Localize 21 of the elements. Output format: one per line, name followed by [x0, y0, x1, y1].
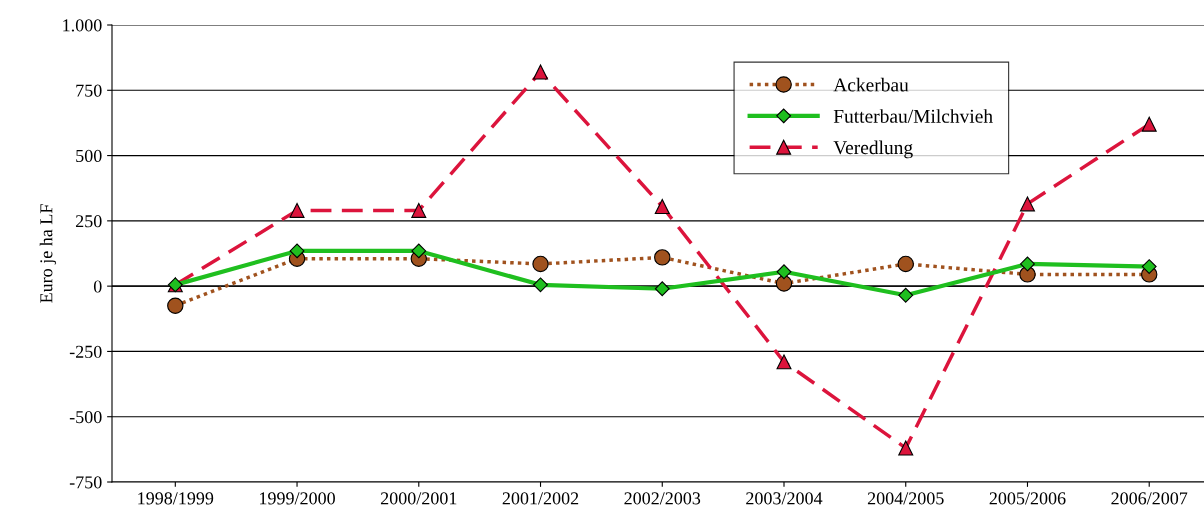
y-tick-label: -250 — [69, 345, 102, 358]
x-tick-label: 2002/2003 — [624, 492, 701, 505]
legend-label: Ackerbau — [833, 77, 909, 92]
legend-label: Veredlung — [833, 140, 913, 159]
y-tick-label: 1.000 — [63, 19, 102, 32]
x-tick-label: 2001/2002 — [502, 492, 579, 505]
x-tick-label: 2006/2007 — [1111, 492, 1188, 505]
y-tick-label: 500 — [76, 149, 102, 163]
x-tick-label: 2000/2001 — [380, 492, 457, 505]
y-tick-label: -500 — [69, 410, 102, 424]
y-tick-label: 750 — [76, 84, 102, 97]
x-tick-label: 1998/1999 — [138, 492, 214, 505]
y-tick-label: -750 — [69, 476, 102, 489]
legend-label: Futterbau/Milchvieh — [833, 109, 993, 123]
x-tick-label: 2005/2006 — [989, 492, 1066, 505]
x-tick-label: 1999/2000 — [260, 492, 335, 505]
x-tick-label: 2003/2004 — [746, 492, 823, 505]
y-tick-label: 0 — [93, 280, 102, 293]
x-tick-label: 2004/2005 — [867, 492, 944, 505]
y-tick-label: 250 — [75, 215, 102, 228]
y-axis-title: Euro je ha LF — [39, 204, 57, 303]
